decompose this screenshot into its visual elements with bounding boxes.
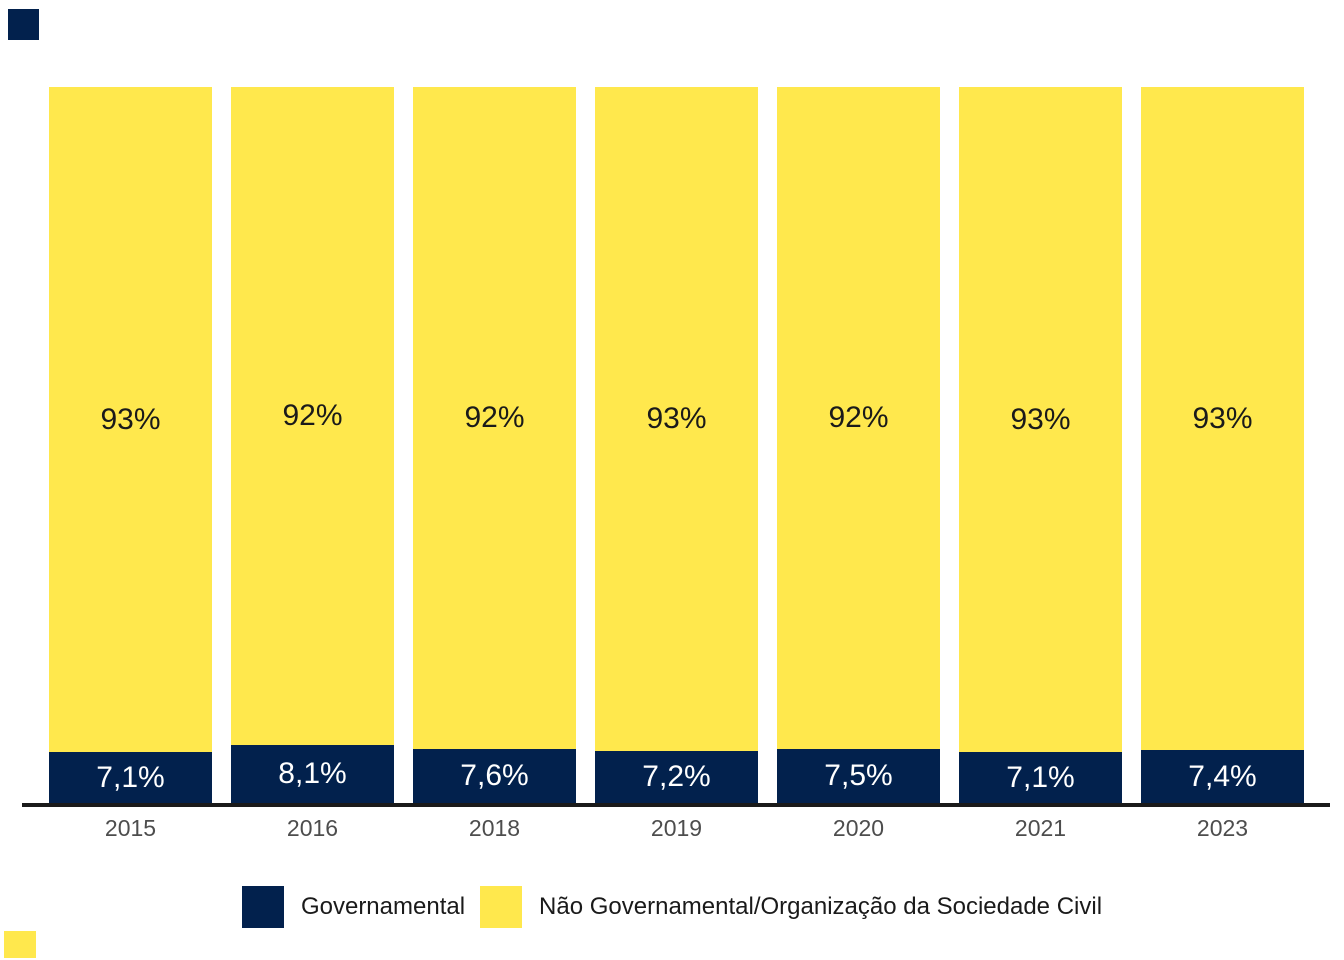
- legend: Governamental Não Governamental/Organiza…: [0, 886, 1344, 928]
- gov-value-label: 8,1%: [278, 757, 347, 790]
- bar-group-2019: 93% 7,2%: [595, 87, 758, 803]
- bar-group-2015: 93% 7,1%: [49, 87, 212, 803]
- legend-swatch-nao-governamental: [480, 886, 523, 928]
- top-left-corner-swatch: [8, 9, 39, 40]
- nongov-value-label: 93%: [646, 402, 707, 435]
- bar-segment-gov: 7,1%: [49, 752, 212, 803]
- bar-segment-gov: 7,1%: [959, 752, 1122, 803]
- x-tick-label: 2016: [286, 815, 339, 841]
- nongov-value-label: 92%: [282, 399, 343, 432]
- bar-segment-nongov: 92%: [413, 87, 576, 749]
- bar-segment-nongov: 93%: [1141, 87, 1304, 750]
- bar-group-2021: 93% 7,1%: [959, 87, 1122, 803]
- bar-group-2018: 92% 7,6%: [413, 87, 576, 803]
- bar-segment-nongov: 93%: [959, 87, 1122, 752]
- nongov-value-label: 93%: [1010, 402, 1071, 436]
- gov-value-label: 7,1%: [1006, 760, 1075, 794]
- plot-area: 93% 7,1% 92% 8,1% 92% 7,6% 93%: [49, 87, 1304, 803]
- bar-segment-gov: 7,6%: [413, 749, 576, 803]
- x-tick-label: 2018: [468, 815, 521, 841]
- legend-swatch-governamental: [241, 886, 284, 928]
- bar-segment-nongov: 93%: [595, 87, 758, 751]
- bar-segment-nongov: 93%: [49, 87, 212, 752]
- x-tick-label: 2019: [650, 815, 703, 841]
- gov-value-label: 7,6%: [460, 759, 529, 792]
- nongov-value-label: 92%: [828, 401, 889, 434]
- x-tick-label: 2015: [104, 815, 157, 841]
- gov-value-label: 7,5%: [824, 759, 893, 792]
- x-tick-label: 2023: [1196, 815, 1249, 841]
- bar-segment-nongov: 92%: [231, 87, 394, 745]
- bar-group-2020: 92% 7,5%: [777, 87, 940, 803]
- x-tick-label: 2020: [832, 815, 885, 841]
- bar-segment-nongov: 92%: [777, 87, 940, 749]
- bar-segment-gov: 7,2%: [595, 751, 758, 803]
- nongov-value-label: 93%: [1192, 401, 1253, 435]
- legend-label-nao-governamental: Não Governamental/Organização da Socieda…: [539, 893, 1103, 920]
- x-axis-line: [22, 803, 1330, 807]
- gov-value-label: 7,1%: [96, 760, 165, 794]
- bar-group-2023: 93% 7,4%: [1141, 87, 1304, 803]
- gov-value-label: 7,4%: [1188, 759, 1257, 793]
- legend-label-governamental: Governamental: [300, 893, 466, 920]
- bottom-left-corner-swatch: [4, 931, 36, 958]
- gov-value-label: 7,2%: [642, 760, 711, 793]
- bar-segment-gov: 8,1%: [231, 745, 394, 803]
- nongov-value-label: 93%: [100, 402, 161, 436]
- x-tick-label: 2021: [1014, 815, 1067, 841]
- nongov-value-label: 92%: [464, 401, 525, 434]
- bar-segment-gov: 7,5%: [777, 749, 940, 803]
- bar-segment-gov: 7,4%: [1141, 750, 1304, 803]
- x-axis-tick-labels: 2015 2016 2018 2019 2020 2021 2023: [49, 813, 1304, 843]
- bar-group-2016: 92% 8,1%: [231, 87, 394, 803]
